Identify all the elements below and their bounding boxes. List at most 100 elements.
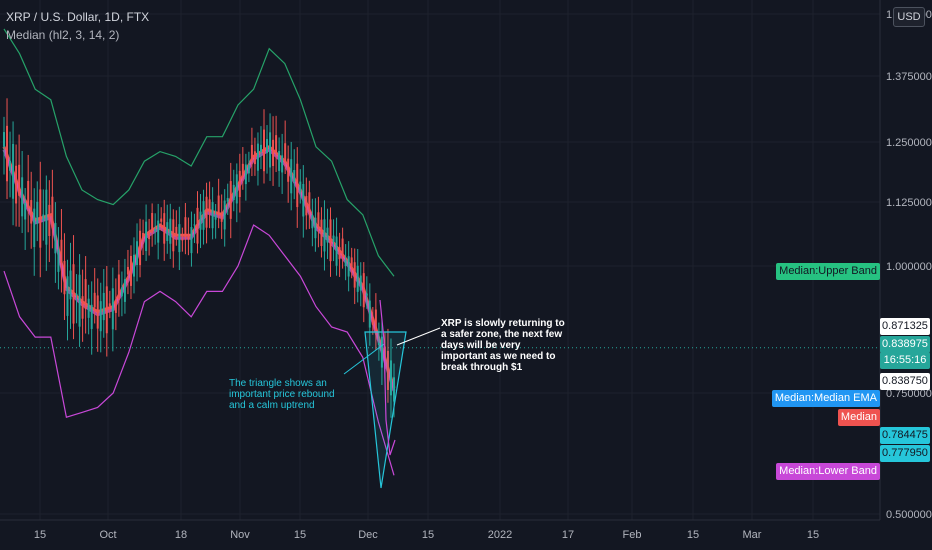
- time-axis[interactable]: 15 Oct 18 Nov 15 Dec 15 2022 17 Feb 15 Mar 15: [34, 529, 819, 541]
- candle-body: [172, 219, 175, 252]
- candle-body: [69, 270, 72, 300]
- price-tick-label: 1.125000: [886, 197, 932, 209]
- currency-button[interactable]: USD: [893, 7, 925, 27]
- candle-body: [299, 181, 302, 192]
- time-tick-label: 17: [562, 529, 574, 541]
- candle-body: [244, 164, 247, 185]
- candle-body: [281, 155, 284, 173]
- candle-body: [33, 208, 36, 248]
- candle-body: [96, 295, 99, 329]
- price-tag-3: 0.784475: [880, 427, 930, 444]
- candle-body: [169, 218, 172, 244]
- candle-body: [284, 143, 287, 163]
- candle-body: [75, 293, 78, 296]
- candle-body: [160, 218, 163, 222]
- symbol-title[interactable]: XRP / U.S. Dollar, 1D, FTX: [6, 10, 150, 24]
- candle-body: [111, 288, 114, 330]
- lower-band-tail: [379, 299, 396, 456]
- candle-body: [202, 201, 205, 230]
- annotation-right[interactable]: XRP is slowly returning to a safer zone,…: [441, 318, 565, 373]
- candle-body: [24, 203, 27, 220]
- candle-body: [250, 144, 253, 161]
- candle-body: [287, 158, 290, 182]
- candle-body: [42, 214, 45, 221]
- lower-band-tag: Median:Lower Band: [776, 463, 880, 480]
- band-lines: [2, 28, 396, 476]
- grid-lines: [0, 0, 880, 520]
- candle-body: [269, 132, 272, 168]
- candle-body: [320, 219, 323, 246]
- candle-body: [21, 177, 24, 217]
- candle-body: [259, 144, 262, 153]
- candle-body: [247, 164, 250, 174]
- candle-body: [220, 212, 223, 222]
- candle-body: [217, 195, 220, 216]
- median-ema-line: [2, 147, 396, 392]
- candle-body: [157, 220, 160, 243]
- candle-body: [332, 235, 335, 242]
- candle-body: [133, 254, 135, 277]
- candle-body: [45, 189, 48, 245]
- candle-body: [302, 183, 305, 217]
- candle-body: [293, 170, 296, 182]
- candle-body: [39, 189, 42, 248]
- price-tag-1: 0.871325: [880, 318, 930, 335]
- candle-body: [145, 221, 148, 251]
- candle-body: [326, 227, 329, 243]
- candle-body: [329, 219, 332, 262]
- candle-body: [241, 163, 244, 177]
- countdown-tag: 16:55:16: [880, 352, 930, 369]
- annotation-left[interactable]: The triangle shows an important price re…: [229, 378, 335, 411]
- candle-body: [108, 303, 111, 306]
- candle-body: [278, 151, 281, 171]
- candle-body: [317, 212, 320, 228]
- candle-body: [51, 196, 54, 229]
- time-tick-label: 15: [807, 529, 819, 541]
- time-tick-label: Oct: [99, 529, 116, 541]
- candle-body: [253, 151, 256, 165]
- candle-body: [90, 304, 93, 329]
- candle-body: [347, 256, 350, 277]
- candle-body: [87, 298, 90, 318]
- candle-body: [36, 201, 39, 224]
- candle-body: [272, 139, 275, 167]
- candle-body: [344, 259, 347, 267]
- candle-body: [308, 192, 311, 211]
- indicator-title[interactable]: Median (hl2, 3, 14, 2): [6, 28, 120, 42]
- candle-body: [356, 265, 359, 292]
- candles: [3, 98, 395, 418]
- median-tag: Median: [837, 409, 880, 426]
- candle-body: [60, 239, 63, 264]
- candle-body: [389, 360, 392, 396]
- candle-body: [371, 317, 374, 325]
- candle-body: [102, 292, 105, 321]
- candle-body: [263, 129, 265, 172]
- candle-body: [120, 287, 123, 297]
- candle-body: [374, 309, 377, 331]
- candle-body: [359, 275, 362, 291]
- candle-body: [105, 286, 108, 334]
- candle-body: [93, 292, 96, 308]
- candle-body: [166, 222, 169, 241]
- time-tick-label: 15: [294, 529, 306, 541]
- lower-band-line: [3, 224, 395, 476]
- candle-body: [208, 199, 211, 211]
- candle-body: [190, 227, 193, 254]
- candle-body: [27, 180, 30, 209]
- candle-body: [30, 200, 33, 224]
- candle-body: [136, 241, 139, 265]
- candle-body: [350, 257, 353, 268]
- candle-body: [311, 215, 314, 229]
- candle-body: [229, 181, 232, 219]
- candle-body: [199, 211, 202, 230]
- candle-body: [154, 229, 157, 232]
- candle-body: [232, 184, 235, 201]
- right-note-pointer: [396, 327, 441, 346]
- candle-body: [99, 301, 102, 332]
- drawings: [343, 299, 441, 489]
- candle-body: [84, 279, 87, 309]
- time-tick-label: 15: [687, 529, 699, 541]
- candle-body: [338, 247, 341, 260]
- candle-body: [290, 159, 293, 194]
